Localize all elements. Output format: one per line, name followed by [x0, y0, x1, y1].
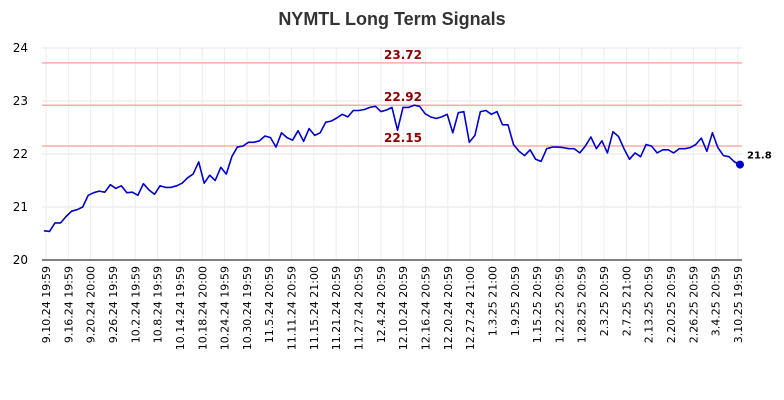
grid: [42, 47, 742, 261]
x-tick-label: 2.7.25 21:00: [620, 266, 633, 336]
x-tick-label: 11.15.24 21:00: [308, 266, 321, 350]
x-tick-label: 10.30.24 19:59: [241, 266, 254, 350]
x-tick-label: 12.27.24 21:00: [464, 266, 477, 350]
x-tick-label: 9.26.24 19:59: [107, 266, 120, 343]
level-lines: 23.72 22.92 22.15: [42, 48, 742, 147]
price-line: [43, 104, 741, 233]
x-tick-label: 1.22.25 20:59: [553, 266, 566, 343]
x-tick-label: 3.4.25 20:59: [710, 266, 723, 336]
x-tick-label: 9.16.24 19:59: [62, 266, 75, 343]
x-tick-label: 11.27.24 20:59: [353, 266, 366, 350]
x-tick-label: 12.20.24 20:59: [442, 266, 455, 350]
x-tick-label: 10.14.24 19:59: [174, 266, 187, 350]
x-tick-label: 12.16.24 20:59: [419, 266, 432, 350]
y-tick-label: 23: [13, 94, 28, 108]
y-tick-label: 22: [13, 147, 28, 161]
x-tick-label: 2.26.25 20:59: [687, 266, 700, 343]
level-label: 22.92: [384, 90, 422, 104]
x-tick-label: 11.21.24 20:59: [330, 266, 343, 350]
x-tick-label: 10.18.24 20:00: [196, 266, 209, 350]
y-tick-label: 21: [13, 200, 28, 214]
x-tick-label: 1.28.25 20:59: [576, 266, 589, 343]
chart-title: NYMTL Long Term Signals: [278, 9, 505, 29]
level-label: 23.72: [384, 48, 422, 62]
x-tick-label: 10.24.24 19:59: [219, 266, 232, 350]
x-tick-label: 3.10.25 19:59: [732, 266, 745, 343]
x-tick-label: 11.5.24 20:59: [263, 266, 276, 343]
x-tick-label: 1.15.25 20:59: [531, 266, 544, 343]
x-axis: 9.10.24 19:59 9.16.24 19:59 9.20.24 20:00 9…: [40, 259, 745, 350]
x-tick-label: 10.8.24 19:59: [152, 266, 165, 343]
last-value-label: 21.8: [747, 151, 772, 162]
x-tick-label: 9.20.24 20:00: [85, 266, 98, 343]
y-tick-label: 20: [13, 253, 28, 267]
x-tick-label: 1.3.25 21:00: [486, 266, 499, 336]
last-point-marker: [736, 160, 744, 169]
y-axis: 20 21 22 23 24: [13, 41, 28, 267]
price-series: 21.8: [43, 104, 772, 233]
x-tick-label: 2.20.25 20:59: [665, 266, 678, 343]
x-tick-label: 2.13.25 20:59: [643, 266, 656, 343]
level-label: 22.15: [384, 131, 422, 145]
x-tick-label: 12.4.24 20:59: [375, 266, 388, 343]
x-tick-label: 9.10.24 19:59: [40, 266, 53, 343]
y-tick-label: 24: [13, 41, 28, 55]
x-tick-label: 11.11.24 20:59: [286, 266, 299, 350]
x-tick-label: 2.3.25 20:59: [598, 266, 611, 336]
x-tick-label: 12.10.24 20:59: [397, 266, 410, 350]
x-tick-label: 10.2.24 19:59: [129, 266, 142, 343]
x-tick-label: 1.9.25 20:59: [509, 266, 522, 336]
